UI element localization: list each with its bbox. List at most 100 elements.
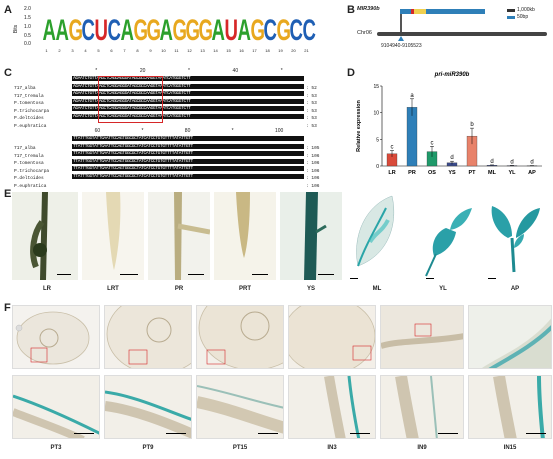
sequence: TTATTTGGTATTGAATTCCAGTGGCGCTATCATCCTGTGT… (72, 166, 304, 171)
sequence-end-position: : 52 (306, 86, 317, 91)
alignment-row: P.tomentosa AGAATCTGTTAAGCTCAGGAGGGATAGCG… (14, 91, 317, 109)
logo-positions: 1 2 3 4 5 6 7 8 9 10 11 12 13 14 15 16 17 18 19 20 21 (40, 48, 313, 53)
scalebar (438, 433, 458, 434)
photo-label-lrt: LRT (107, 286, 119, 292)
logo-position: 18 (265, 48, 270, 53)
bar (406, 107, 418, 167)
significance-letter: d (530, 160, 533, 166)
logo-ylabel: Bits (13, 24, 20, 34)
scalebar (526, 433, 546, 434)
x-tick-label: AP (528, 170, 536, 176)
section-in3-overview (288, 305, 376, 369)
species-name: 717_tremula (14, 153, 44, 159)
logo-position: 13 (200, 48, 205, 53)
photo-label-yl: YL (439, 286, 447, 292)
logo-letter: G (250, 14, 265, 47)
sequence: AGAATCTGTTAAGCTCAGGAGGGATAGCGCCAAGGTAAAT… (72, 83, 304, 89)
significance-letter: c (431, 140, 434, 146)
section-pt15-detail (196, 375, 284, 439)
alignment-row: 717_tremula AGAATCTGTTAAGCTCAGGAGGGATAGCG… (14, 83, 317, 102)
section-label-pt3: PT3 (50, 445, 62, 451)
x-tick-label: YL (508, 170, 516, 176)
bar-chart-svg: pri-miR390b Relative expression 0 5 10 15 c LR a… (356, 72, 542, 176)
logo-position: 4 (84, 48, 87, 53)
alignment-row: P.euphratica TTATTTGGTATTGAATTCCAGTGGCGCT… (14, 173, 320, 192)
logo-position: 21 (304, 48, 309, 53)
legend-50bp-label: 50bp (517, 14, 529, 20)
photo-ys (280, 192, 342, 280)
logo-ytick: 0.0 (24, 41, 31, 47)
panel-letter-c: C (4, 67, 12, 79)
sequence-end-position: : 53 (306, 108, 317, 114)
logo-letter: A (55, 14, 69, 47)
sequence-end-position: : 105 (306, 146, 320, 151)
significance-letter: a (410, 93, 414, 99)
alignment-row: 717_alba TTATTTGGTATTGAATTCCAGTGGCGCTATCA… (14, 136, 320, 154)
sequence: AGAATCTGTTAAGCTCAGGAGGGATAGCGCCAAGGTAAAT… (72, 98, 304, 104)
sequence-end-position: : 106 (306, 153, 320, 159)
section-pt3-detail (12, 375, 100, 439)
photo-label-ys: YS (306, 286, 315, 292)
logo-ytick: 2.0 (24, 6, 31, 12)
legend-50bp-swatch (507, 16, 515, 19)
sequence-end-position: : 106 (306, 168, 320, 174)
alignment-row: P.trichocarpa AGAATCTGTTAAGCTCAGGAGGGATAG… (14, 98, 317, 117)
section-pt9-detail (104, 375, 192, 439)
section-in3-detail (288, 375, 376, 439)
sequence: AGAATCTGTTAAGCTCAGGAGGGATAGCGCCAAGGTAAAT… (72, 106, 304, 111)
alignment-ruler: 60 * 80 * 100 (74, 128, 304, 134)
ruler-mark: * (231, 128, 234, 134)
sequence: TTATTTGGTATTGAATTCCAGTGGCGCTATCATCCTGTGT… (72, 136, 304, 141)
significance-letter: d (510, 159, 513, 165)
logo-position: 10 (161, 48, 166, 53)
panel-letter-e: E (4, 188, 12, 200)
photo-ap (478, 192, 550, 280)
legend-1000kb-label: 1,000kb (517, 7, 535, 13)
alignment-row: 717_tremula TTATTTGGTATTGAATTCCAGTGGCGCTA… (14, 143, 320, 162)
sequence-alignment: * 20 * 40 * 717_alba AGAATCTGTTAAGCTCAGGAGGGAT… (14, 68, 344, 189)
logo-letter: C (302, 14, 316, 47)
significance-letter: c (391, 145, 394, 151)
logo-letter: G (146, 14, 161, 47)
chromosome-bar (377, 32, 547, 36)
zoom-line-right (401, 14, 402, 33)
photo-label-ap: AP (510, 286, 520, 292)
panel-letter-d: D (347, 67, 355, 79)
section-in15-detail (468, 375, 552, 439)
panel-letter-f: F (4, 302, 11, 314)
logo-letter: G (172, 14, 187, 47)
y-tick-label: 10 (373, 111, 379, 117)
x-tick-label: YS (448, 170, 456, 176)
ruler-mark: 20 (139, 68, 146, 74)
x-tick-label: LR (388, 170, 395, 176)
sequence: TTATTTGGTATTGAATTCCAGTGGCGCTATCATCCTGTGT… (72, 143, 304, 149)
logo-ytick: 1.5 (24, 15, 31, 21)
logo-letter: G (198, 14, 213, 47)
species-name: P.tomentosa (14, 101, 44, 106)
logo-position: 12 (187, 48, 192, 53)
panel-letter-a: A (4, 4, 12, 16)
photo-label-lr: LR (43, 286, 51, 292)
ruler-mark: * (280, 68, 283, 74)
sequence-end-position: : 106 (306, 176, 320, 181)
species-name: P.euphratica (14, 183, 47, 189)
species-name: 717_alba (14, 146, 36, 151)
section-pt15-overview (196, 305, 284, 369)
gene-bar-highlight-red (411, 9, 414, 14)
logo-letter: G (185, 14, 200, 47)
ruler-mark: 40 (232, 68, 239, 74)
photo-label-pr: PR (174, 286, 184, 292)
x-tick-label: PR (408, 170, 416, 176)
logo-position: 5 (97, 48, 100, 53)
species-name: 717_tremula (14, 93, 44, 99)
logo-position: 2 (58, 48, 61, 53)
scalebar (318, 274, 334, 275)
logo-position: 7 (123, 48, 126, 53)
ruler-mark: * (95, 68, 98, 74)
photo-pr (148, 192, 210, 280)
alignment-row: 717_alba AGAATCTGTTAAGCTCAGGAGGGATAGCGCCA… (14, 76, 317, 94)
legend-1000kb-swatch (507, 9, 515, 12)
significance-letter: d (490, 159, 493, 165)
significance-letter: b (470, 122, 474, 128)
